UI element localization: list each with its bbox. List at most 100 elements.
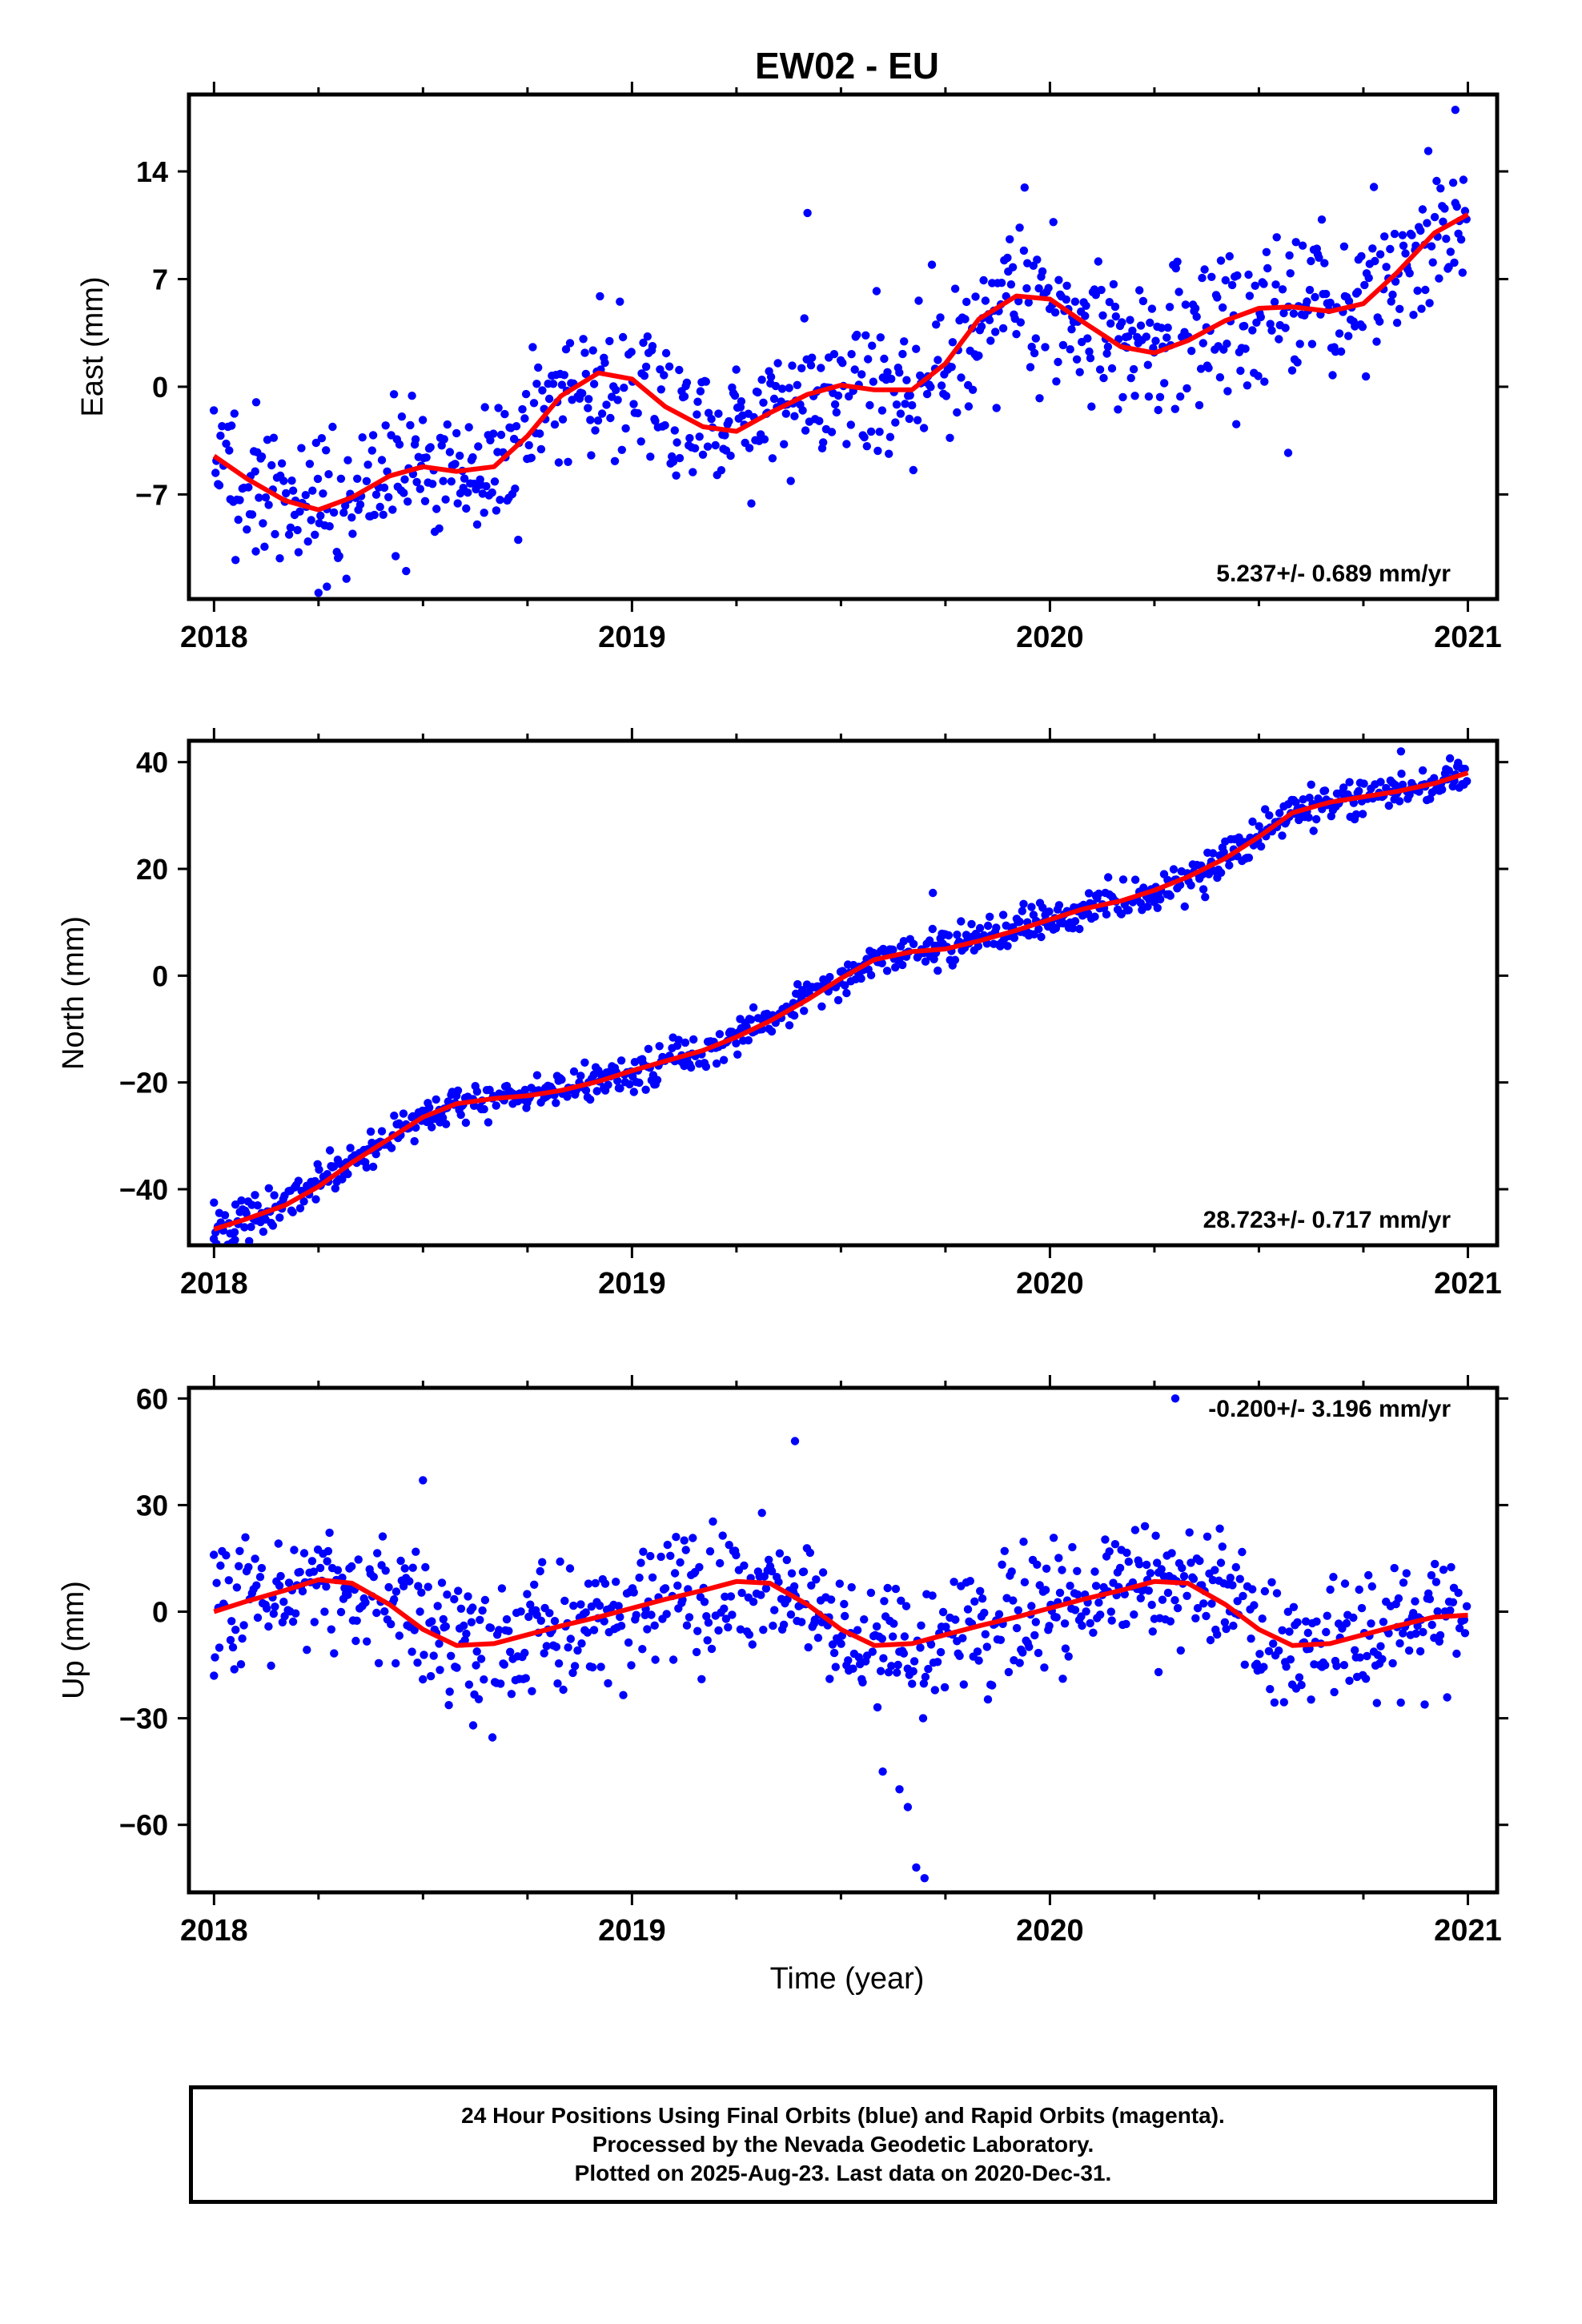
data-point <box>613 1076 622 1085</box>
data-point <box>264 1184 273 1193</box>
data-point <box>1035 394 1044 403</box>
data-point <box>435 524 444 533</box>
data-point <box>299 1197 308 1206</box>
data-point <box>309 1567 319 1576</box>
data-point <box>581 1086 591 1095</box>
x-tick-label: 2021 <box>1434 1267 1502 1301</box>
data-point <box>1233 271 1242 280</box>
data-point <box>1378 1655 1387 1663</box>
data-point <box>1450 258 1459 267</box>
data-point <box>1072 355 1082 364</box>
x-tick-label: 2019 <box>598 621 666 654</box>
data-point <box>443 1590 452 1599</box>
data-point <box>1431 1578 1441 1586</box>
data-point <box>927 260 937 269</box>
data-point <box>854 1653 864 1662</box>
data-point <box>604 1679 612 1688</box>
data-point <box>1307 1695 1315 1704</box>
data-point <box>932 320 941 329</box>
data-point <box>627 1661 636 1670</box>
data-point <box>524 440 533 450</box>
data-point <box>226 1635 235 1645</box>
data-point <box>227 421 236 430</box>
data-point <box>1244 853 1254 862</box>
data-point <box>271 529 279 539</box>
data-point <box>377 456 387 464</box>
data-point <box>1187 347 1196 356</box>
data-point <box>646 452 655 461</box>
data-point <box>842 988 851 998</box>
data-point <box>893 1660 902 1670</box>
data-point <box>876 333 885 342</box>
data-point <box>211 468 220 477</box>
data-point <box>1436 184 1445 193</box>
data-point <box>315 1165 323 1174</box>
data-point <box>1070 1606 1080 1614</box>
y-tick-label: 40 <box>136 746 168 779</box>
data-point <box>1344 296 1354 306</box>
data-point <box>909 465 918 475</box>
data-point <box>396 1556 405 1566</box>
data-point <box>714 1626 723 1635</box>
data-point <box>325 1146 335 1155</box>
data-point <box>800 1007 809 1015</box>
data-point <box>808 353 817 362</box>
data-point <box>588 346 597 355</box>
data-point <box>705 1547 715 1556</box>
data-point <box>901 1602 911 1610</box>
data-point <box>373 1549 382 1558</box>
data-point <box>1040 1663 1049 1672</box>
data-point <box>439 476 448 485</box>
data-point <box>1082 1607 1090 1616</box>
footer-line-2: Processed by the Nevada Geodetic Laborat… <box>592 2132 1094 2157</box>
data-point <box>589 380 599 388</box>
data-point <box>563 1092 572 1101</box>
data-point <box>251 398 261 407</box>
data-point <box>532 380 541 388</box>
data-point <box>933 1658 942 1667</box>
data-point <box>552 1099 560 1108</box>
data-point <box>1291 798 1300 807</box>
data-point <box>1151 336 1160 345</box>
data-point <box>348 529 357 538</box>
data-point <box>992 923 1001 932</box>
data-point <box>1312 1617 1321 1626</box>
data-point <box>966 1577 975 1586</box>
data-point <box>492 1101 500 1110</box>
data-point <box>1444 766 1454 775</box>
data-point <box>311 438 320 448</box>
data-point <box>293 525 302 535</box>
data-point <box>701 1062 711 1072</box>
data-point <box>222 1551 231 1560</box>
data-point <box>1097 285 1106 295</box>
y-tick-label: −60 <box>119 1809 168 1842</box>
data-point <box>451 460 460 468</box>
data-point <box>919 1679 929 1688</box>
data-point <box>610 456 620 465</box>
data-point <box>1202 1611 1211 1621</box>
data-point <box>1083 334 1092 343</box>
data-point <box>872 1622 881 1631</box>
data-point <box>600 358 609 368</box>
data-point <box>1044 283 1053 292</box>
velocity-rate-label: 28.723+/- 0.717 mm/yr <box>1203 1207 1452 1233</box>
data-point <box>1037 932 1046 942</box>
data-point <box>253 1613 263 1622</box>
data-point <box>732 365 741 374</box>
data-point <box>968 385 978 394</box>
data-point <box>1033 255 1042 264</box>
data-point <box>950 955 960 964</box>
data-point <box>1293 1618 1302 1627</box>
data-point <box>732 1039 741 1048</box>
data-point <box>825 1675 834 1683</box>
data-point <box>387 431 396 440</box>
data-point <box>303 537 312 546</box>
data-point <box>1208 849 1218 858</box>
data-point <box>1335 329 1344 338</box>
data-point <box>1173 1603 1182 1613</box>
data-point <box>1231 1562 1241 1572</box>
data-point <box>1439 1566 1448 1574</box>
data-point <box>591 426 600 435</box>
data-point <box>1008 263 1018 271</box>
data-point <box>1238 1547 1247 1557</box>
